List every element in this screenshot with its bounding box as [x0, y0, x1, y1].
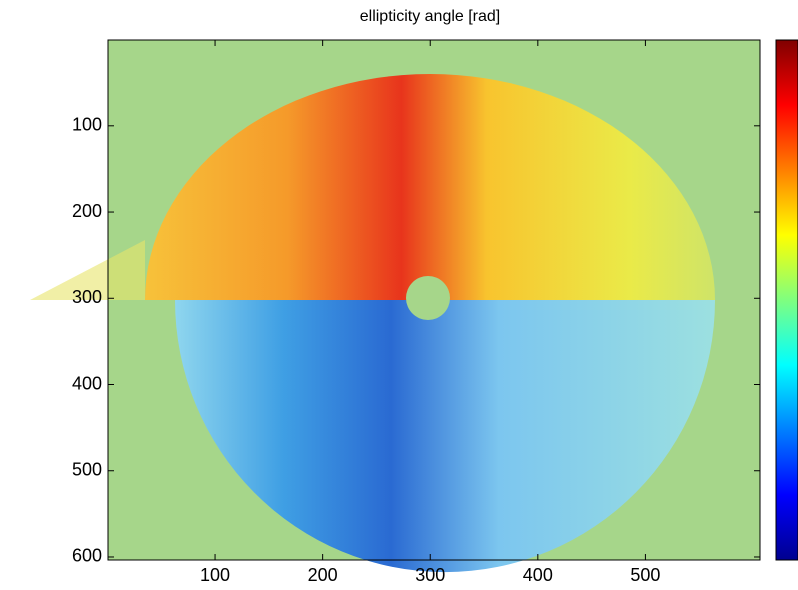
center-hole: [406, 276, 450, 320]
y-tick-label: 200: [72, 201, 102, 221]
upper-region: [145, 74, 715, 300]
x-tick-label: 400: [523, 565, 553, 585]
lower-region: [175, 300, 715, 573]
chart-title: ellipticity angle [rad]: [360, 8, 501, 25]
x-tick-label: 100: [200, 565, 230, 585]
y-tick-label: 100: [72, 115, 102, 135]
x-tick-label: 300: [415, 565, 445, 585]
left-strip: [30, 240, 145, 300]
x-tick-label: 500: [630, 565, 660, 585]
axes-box: [107, 39, 761, 561]
x-tick-label: 200: [308, 565, 338, 585]
y-tick-label: 400: [72, 373, 102, 393]
y-tick-label: 300: [72, 287, 102, 307]
image: [30, 40, 760, 573]
colorbar: [775, 39, 798, 561]
y-tick-label: 600: [72, 546, 102, 566]
y-tick-label: 500: [72, 459, 102, 479]
